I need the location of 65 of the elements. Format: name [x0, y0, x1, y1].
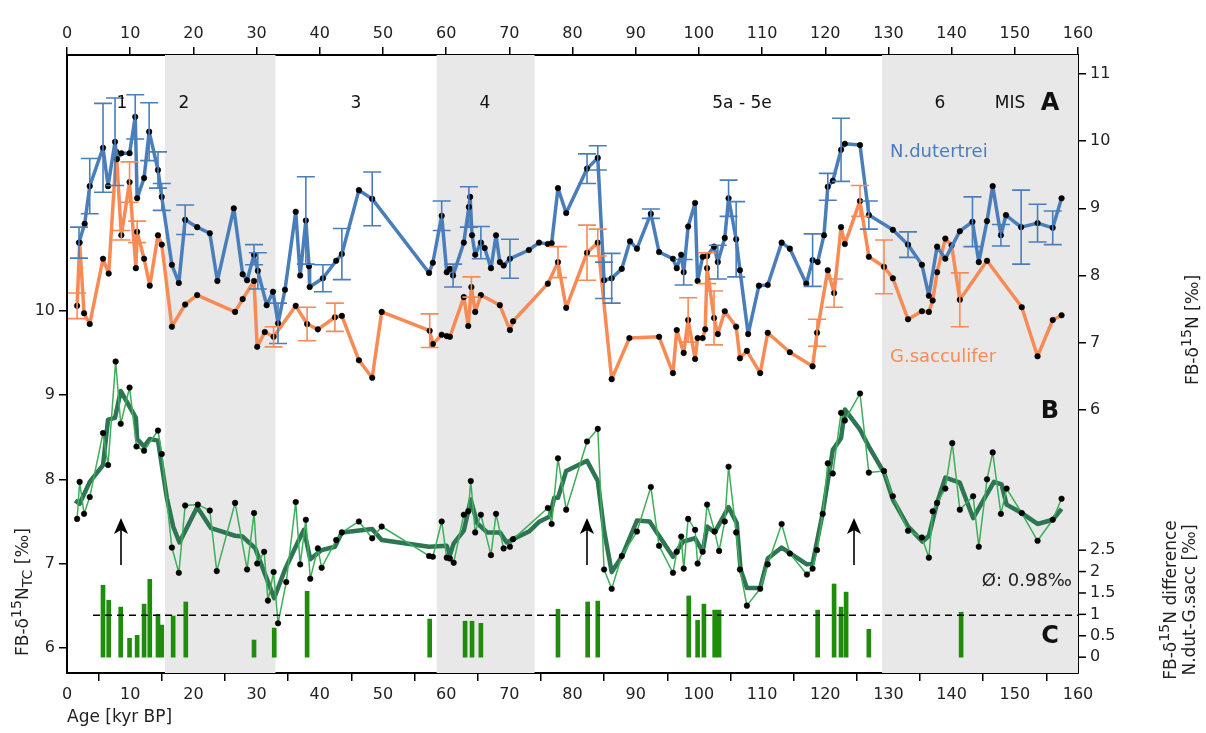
x2-tick-label: 20 — [183, 22, 204, 42]
x2-tick-label: 50 — [372, 22, 394, 42]
y3-tick-label: 0.5 — [1090, 624, 1116, 644]
y-tick-label: 7 — [44, 552, 55, 572]
ref-line-label: Ø: 0.98‰ — [981, 568, 1072, 590]
x-tick-label: 70 — [499, 683, 520, 703]
x-tick-label: 20 — [183, 683, 204, 703]
x-tick-label: 40 — [309, 683, 330, 703]
x-tick-label: 100 — [683, 683, 715, 703]
y2-tick-label: 8 — [1090, 264, 1101, 284]
x-tick-label: 10 — [120, 683, 141, 703]
x-axis-title: Age [kyr BP] — [67, 706, 173, 726]
x2-tick-label: 160 — [1062, 22, 1094, 42]
x-tick-label: 90 — [625, 683, 646, 703]
x2-tick-label: 140 — [936, 22, 967, 42]
y3-tick-label: 1 — [1090, 603, 1101, 623]
x-tick-label: 150 — [999, 683, 1031, 703]
annotation: 2 — [178, 92, 190, 113]
series-label: G.sacculifer — [890, 344, 997, 366]
annotation: MIS — [994, 92, 1026, 113]
y-tick-label: 10 — [34, 300, 55, 320]
x-tick-label: 140 — [936, 683, 967, 703]
x-tick-label: 130 — [873, 683, 904, 703]
x2-tick-label: 110 — [746, 22, 778, 42]
annotation: B — [1040, 396, 1060, 425]
y-tick-label: 6 — [44, 636, 55, 656]
y3-tick-label: 2.5 — [1090, 539, 1116, 559]
x2-tick-label: 10 — [120, 22, 141, 42]
series-label: N.dutertrei — [890, 139, 988, 161]
y3-tick-label: 0 — [1090, 646, 1101, 666]
annotation: 3 — [350, 92, 362, 113]
annotation: 4 — [479, 92, 491, 113]
annotation: C — [1041, 621, 1059, 650]
y2-tick-label: 9 — [1090, 197, 1101, 217]
annotation: A — [1040, 88, 1060, 117]
y2-tick-label: 7 — [1090, 331, 1101, 351]
x2-tick-label: 150 — [999, 22, 1031, 42]
y3-tick-label: 1.5 — [1090, 582, 1116, 602]
x2-tick-label: 30 — [246, 22, 267, 42]
y-tick-label: 9 — [44, 384, 55, 404]
x-tick-label: 50 — [372, 683, 394, 703]
annotation: 5a - 5e — [712, 92, 772, 113]
x2-tick-label: 90 — [625, 22, 646, 42]
x-tick-label: 120 — [809, 683, 841, 703]
x-tick-label: 110 — [746, 683, 778, 703]
y2-tick-label: 6 — [1090, 399, 1101, 419]
x-tick-label: 80 — [562, 683, 583, 703]
y-tick-label: 8 — [44, 468, 55, 488]
y3-tick-label: 2 — [1090, 560, 1101, 580]
x-tick-label: 0 — [61, 683, 73, 703]
x2-tick-label: 120 — [809, 22, 841, 42]
annotation: 6 — [934, 92, 946, 113]
x2-tick-label: 100 — [683, 22, 715, 42]
x2-tick-label: 80 — [562, 22, 583, 42]
x2-tick-label: 0 — [61, 22, 73, 42]
x2-tick-label: 130 — [873, 22, 904, 42]
x2-tick-label: 60 — [435, 22, 457, 42]
y2-tick-label: 10 — [1090, 130, 1111, 150]
x-tick-label: 30 — [246, 683, 267, 703]
x2-tick-label: 70 — [499, 22, 520, 42]
x-tick-label: 160 — [1062, 683, 1094, 703]
annotation: 1 — [116, 92, 128, 113]
x-tick-label: 60 — [435, 683, 457, 703]
x2-tick-label: 40 — [309, 22, 330, 42]
y2-tick-label: 11 — [1090, 62, 1111, 82]
